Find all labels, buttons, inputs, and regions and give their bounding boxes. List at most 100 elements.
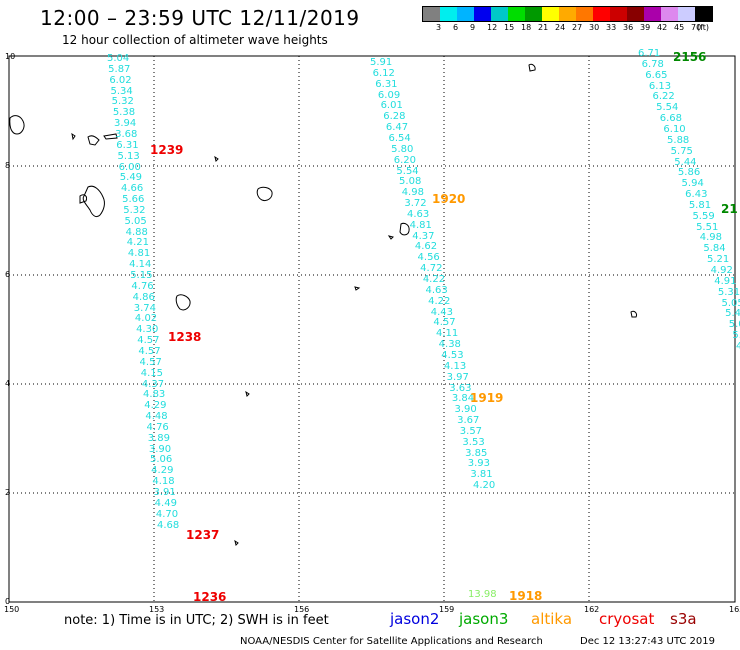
coastlines [9, 63, 637, 546]
latitude-tick: 2 [5, 488, 11, 497]
wave-height-value: 5.38 [112, 107, 136, 119]
legend-swatch [644, 7, 661, 21]
wave-height-value: 5.21 [706, 254, 730, 266]
wave-height-value: 5.06 [150, 454, 173, 466]
legend-label: 27 [572, 23, 583, 32]
island-maui [79, 194, 87, 204]
map-subtitle: 12 hour collection of altimeter wave hei… [62, 33, 328, 47]
wave-height-value: 4.83 [143, 389, 166, 401]
wave-height-value: 5.32 [123, 204, 146, 216]
wave-height-value: 3.90 [454, 404, 477, 416]
satellite-name: jason3 [459, 610, 509, 628]
wave-height-value: 4.88 [125, 226, 148, 238]
wave-height-value: 4.37 [141, 378, 165, 390]
wave-height-value: 4.18 [152, 476, 175, 488]
wave-height-value: 6.13 [648, 80, 672, 92]
pass-time-label: 21 [721, 202, 738, 216]
wave-height-value: 4.38 [438, 339, 461, 351]
legend-label: (ft) [697, 23, 710, 32]
legend-swatch [627, 7, 644, 21]
wave-height-value: 5.81 [688, 199, 712, 211]
lat-lon-grid [9, 56, 735, 602]
wave-height-value: 4.62 [414, 241, 438, 253]
wave-height-value: 4.29 [151, 465, 174, 477]
latitude-tick: 8 [5, 161, 11, 170]
wave-height-value: 4.76 [131, 280, 154, 292]
legend-label: 39 [640, 23, 651, 32]
pass-time-label: 2156 [673, 50, 707, 64]
legend-swatch [678, 7, 695, 21]
wave-height-value: 3.67 [457, 415, 480, 427]
island-molokai [103, 133, 118, 140]
pass-time-label: 1920 [432, 192, 466, 206]
map-frame [8, 55, 736, 603]
wave-height-value: 3.68 [115, 128, 138, 140]
island-small-3 [175, 294, 191, 311]
legend-label: 18 [521, 23, 532, 32]
wave-height-value: 5.80 [391, 143, 414, 155]
wave-height-value: 4.14 [129, 259, 152, 271]
wave-height-value: 4.98 [699, 232, 722, 244]
wave-height-value: 4.20 [473, 480, 496, 492]
legend-label: 21 [538, 23, 549, 32]
wave-height-value: 6.47 [385, 122, 409, 134]
wave-height-value: 5.31 [717, 286, 740, 298]
legend-swatch [610, 7, 627, 21]
wave-height-value: 6.71 [638, 48, 661, 59]
wave-height-value: 4.56 [417, 252, 440, 264]
wave-height-value: 6.54 [388, 132, 411, 144]
wave-height-value: 4.43 [430, 306, 453, 318]
wave-height-value: 3.97 [446, 371, 469, 383]
legend-label: 42 [657, 23, 668, 32]
legend-swatch [593, 7, 610, 21]
wave-height-value: 3.85 [465, 447, 488, 459]
wave-height-value: 5.91 [370, 57, 393, 68]
longitude-tick: 159 [439, 605, 455, 614]
island-small-4 [399, 222, 410, 236]
wave-height-value: 4.91 [714, 275, 737, 287]
map-title: 12:00 – 23:59 UTC 12/11/2019 [40, 6, 360, 30]
legend-swatch [525, 7, 542, 21]
wave-height-value: 4.57 [433, 317, 456, 329]
legend-label: 45 [674, 23, 685, 32]
latitude-tick: 4 [5, 379, 11, 388]
wave-height-value: 4.63 [425, 284, 448, 296]
wave-height-value: 6.22 [652, 91, 675, 103]
wave-height-value: 6.20 [393, 154, 417, 166]
wave-height-value: 4.48 [145, 411, 168, 423]
wave-height-value: 4.72 [420, 263, 443, 275]
wave-height-value: 4.63 [406, 208, 430, 220]
longitude-tick: 162 [584, 605, 600, 614]
island-small-5 [387, 235, 394, 240]
legend-swatch [457, 7, 474, 21]
wave-height-value: 4.21 [126, 237, 150, 249]
legend-swatch [440, 7, 457, 21]
wave-height-value: 3.53 [462, 436, 485, 448]
wave-height-value: 4.49 [154, 497, 177, 509]
satellite-name: s3a [670, 610, 697, 628]
wave-height-value: 5.05 [721, 297, 740, 309]
wave-height-value: 6.09 [377, 89, 401, 101]
wave-height-value: 5.04 [107, 53, 130, 64]
wave-height-value: 5.15 [130, 270, 153, 281]
longitude-tick: 156 [294, 605, 310, 614]
island-small-9 [234, 539, 239, 546]
wave-height-value: 13.98 [468, 589, 497, 600]
wave-height-value: 4.22 [428, 295, 451, 307]
wave-height-value: 5.13 [117, 150, 140, 162]
legend-label: 70 [691, 23, 702, 32]
wave-height-value: 3.63 [449, 382, 472, 394]
wave-height-value: 5.51 [696, 221, 719, 233]
legend-swatch [508, 7, 525, 21]
wave-height-value: 5.4 [725, 308, 740, 320]
island-small-7 [630, 310, 637, 318]
wave-height-value: 5.05 [124, 215, 147, 227]
wave-height-value: 4 [736, 340, 740, 352]
wave-height-value: 4.37 [412, 230, 435, 242]
legend-swatch [491, 7, 508, 21]
legend-label: 33 [606, 23, 617, 32]
wave-height-value: 4.70 [155, 508, 179, 520]
wave-height-value: 3.74 [133, 302, 156, 314]
wave-height-value: 5.54 [656, 102, 679, 114]
latitude-tick: 6 [5, 270, 11, 279]
